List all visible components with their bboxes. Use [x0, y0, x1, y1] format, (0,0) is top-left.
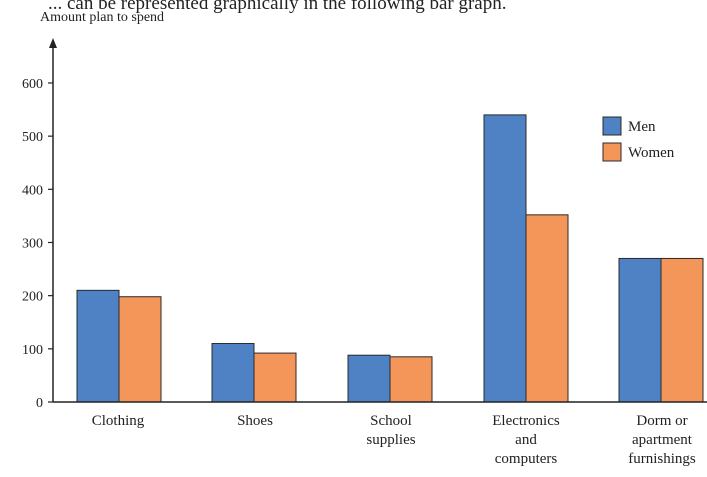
category-label: School supplies	[366, 413, 415, 448]
y-axis-title: Amount plan to spend	[40, 10, 164, 25]
bar-men-1	[211, 343, 255, 403]
category-label: Clothing	[92, 413, 145, 429]
y-axis-arrow	[49, 38, 57, 48]
bar-women-3	[525, 214, 569, 403]
y-tick-label: 400	[22, 183, 43, 198]
y-tick-label: 500	[22, 130, 43, 145]
category-label: Shoes	[237, 413, 273, 429]
bar-women-2	[389, 356, 433, 403]
bar-men-0	[76, 289, 120, 403]
y-tick-label: 300	[22, 236, 43, 251]
intro-text: ... can be represented graphically in th…	[48, 0, 507, 14]
y-tick-label: 600	[22, 77, 43, 92]
legend-swatch-men	[602, 116, 622, 136]
bar-men-3	[483, 114, 527, 403]
y-tick-label: 100	[22, 343, 43, 358]
bar-men-4	[618, 257, 662, 403]
legend: Men Women	[602, 116, 675, 162]
bar-women-1	[253, 352, 297, 403]
y-tick-label: 0	[36, 396, 43, 411]
y-tick-label: 200	[22, 290, 43, 305]
category-label: Electronics and computers	[492, 413, 560, 467]
bar-women-4	[660, 257, 704, 403]
bar-men-2	[347, 354, 391, 403]
bar-women-0	[118, 296, 162, 403]
legend-swatch-women	[602, 142, 622, 162]
legend-label-women: Women	[628, 145, 675, 161]
legend-label-men: Men	[628, 119, 656, 135]
category-label: Dorm or apartment furnishings	[628, 413, 696, 467]
